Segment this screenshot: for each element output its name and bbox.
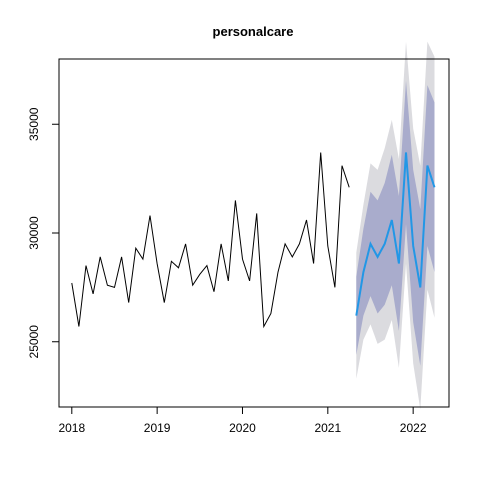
forecast-mean-line — [355, 152, 436, 316]
x-tick-label: 2019 — [144, 421, 171, 435]
x-tick-label: 2020 — [229, 421, 256, 435]
x-tick-label: 2018 — [58, 421, 85, 435]
x-tick-label: 2021 — [314, 421, 341, 435]
forecast-intervals — [356, 41, 435, 410]
x-axis: 2018 2019 2020 2021 2022 — [58, 406, 427, 435]
y-axis: 25000 30000 35000 — [27, 107, 60, 359]
interval-80-band — [356, 80, 435, 366]
y-tick-label: 30000 — [27, 216, 41, 250]
chart-title: personalcare — [213, 24, 294, 39]
y-tick-label: 25000 — [27, 325, 41, 359]
x-tick-label: 2022 — [400, 421, 427, 435]
history-line — [71, 152, 350, 329]
series-lines — [71, 152, 436, 329]
y-tick-label: 35000 — [27, 107, 41, 141]
